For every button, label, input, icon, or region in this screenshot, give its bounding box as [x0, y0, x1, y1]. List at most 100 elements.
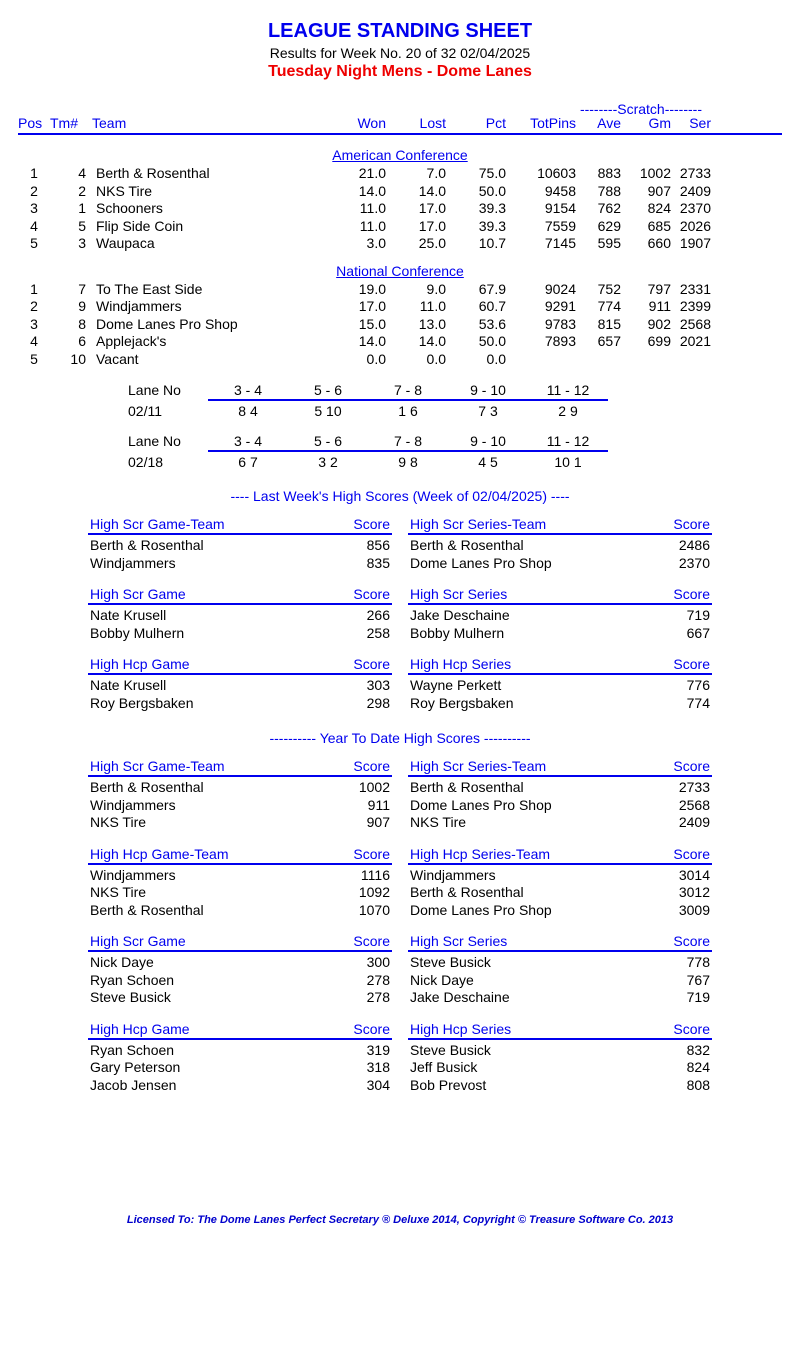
lane-pair: 3 - 4: [208, 433, 288, 449]
score-value: 2486: [679, 537, 710, 555]
cell-pos: 4: [18, 218, 50, 236]
score-row: Ryan Schoen278: [88, 972, 392, 990]
cell-ser: 2733: [671, 165, 711, 183]
standings-row: 53Waupaca3.025.010.771455956601907: [18, 235, 782, 253]
score-row: Jake Deschaine719: [408, 989, 712, 1007]
score-head: High Hcp GameScore: [88, 1021, 392, 1040]
score-head: High Hcp Game-TeamScore: [88, 846, 392, 865]
score-row: Roy Bergsbaken774: [408, 695, 712, 713]
cell-tm: 3: [50, 235, 86, 253]
score-name: Steve Busick: [410, 1042, 491, 1060]
col-totpins: TotPins: [506, 115, 576, 131]
cell-won: 11.0: [326, 218, 386, 236]
score-head: High Scr Game-TeamScore: [88, 516, 392, 535]
cell-ave: 883: [576, 165, 621, 183]
standings-row: 17To The East Side19.09.067.990247527972…: [18, 281, 782, 299]
score-value: 776: [687, 677, 710, 695]
score-column: High Hcp Series-Team Score Windjammers3014…: [408, 846, 712, 920]
page-title: LEAGUE STANDING SHEET: [18, 20, 782, 43]
lane-assign: 2 9: [528, 403, 608, 419]
score-row: Windjammers1116: [88, 867, 392, 885]
score-value: 258: [367, 625, 390, 643]
score-value: 298: [367, 695, 390, 713]
cell-ave: 762: [576, 200, 621, 218]
cell-lost: 9.0: [386, 281, 446, 299]
score-column: High Scr GameScoreNate Krusell266Bobby M…: [88, 586, 392, 642]
col-ave: Ave: [576, 115, 621, 131]
cell-totpins: 7145: [506, 235, 576, 253]
cell-gm: 699: [621, 333, 671, 351]
cell-totpins: 7893: [506, 333, 576, 351]
score-row: Windjammers835: [88, 555, 392, 573]
cell-lost: 17.0: [386, 218, 446, 236]
score-head-label: High Scr Game-Team: [90, 516, 225, 532]
score-column: High Scr Game-TeamScoreBerth & Rosenthal…: [88, 516, 392, 572]
score-name: Jeff Busick: [410, 1059, 477, 1077]
cell-pos: 2: [18, 298, 50, 316]
score-head-label: High Scr Series: [410, 586, 507, 602]
score-name: Berth & Rosenthal: [410, 884, 524, 902]
score-value: 911: [368, 797, 390, 815]
lane-date: 02/11: [128, 403, 208, 419]
lane-pair: 7 - 8: [368, 382, 448, 398]
score-value: 319: [367, 1042, 390, 1060]
cell-totpins: 10603: [506, 165, 576, 183]
col-ser: Ser: [671, 115, 711, 131]
cell-tm: 9: [50, 298, 86, 316]
cell-won: 17.0: [326, 298, 386, 316]
lane-assign: 9 8: [368, 454, 448, 470]
score-head-score: Score: [673, 846, 710, 862]
score-head: High Scr GameScore: [88, 586, 392, 605]
results-subtitle: Results for Week No. 20 of 32 02/04/2025: [18, 45, 782, 61]
score-head-score: Score: [353, 846, 390, 862]
lane-underline: [208, 450, 608, 452]
cell-tm: 5: [50, 218, 86, 236]
cell-team: Flip Side Coin: [86, 218, 326, 236]
standings-row: 29Windjammers17.011.060.792917749112399: [18, 298, 782, 316]
score-head-label: High Scr Game: [90, 586, 186, 602]
cell-pos: 2: [18, 183, 50, 201]
score-column: High Scr SeriesScoreJake Deschaine719Bob…: [408, 586, 712, 642]
lane-label: Lane No: [128, 433, 208, 449]
standings-header-row: Pos Tm# Team Won Lost Pct TotPins Ave Gm…: [18, 115, 782, 135]
cell-won: 15.0: [326, 316, 386, 334]
cell-lost: 7.0: [386, 165, 446, 183]
cell-won: 14.0: [326, 333, 386, 351]
score-row: NKS Tire907: [88, 814, 392, 832]
score-name: Windjammers: [90, 867, 176, 885]
score-row: Windjammers3014: [408, 867, 712, 885]
score-name: Nick Daye: [410, 972, 474, 990]
cell-lost: 17.0: [386, 200, 446, 218]
lane-date: 02/18: [128, 454, 208, 470]
score-value: 856: [367, 537, 390, 555]
cell-pct: 39.3: [446, 218, 506, 236]
conference-name: American Conference: [18, 147, 782, 163]
score-row: Bob Prevost808: [408, 1077, 712, 1095]
score-name: Roy Bergsbaken: [90, 695, 194, 713]
cell-tm: 4: [50, 165, 86, 183]
score-row: Roy Bergsbaken 298: [88, 695, 392, 713]
cell-pos: 3: [18, 200, 50, 218]
cell-totpins: [506, 351, 576, 369]
cell-pos: 5: [18, 351, 50, 369]
standings-row: 510Vacant0.00.00.0: [18, 351, 782, 369]
score-head: High Hcp SeriesScore: [408, 656, 712, 675]
standings-row: 46Applejack's14.014.050.078936576992021: [18, 333, 782, 351]
cell-team: Vacant: [86, 351, 326, 369]
cell-tm: 2: [50, 183, 86, 201]
conference-name: National Conference: [18, 263, 782, 279]
score-name: Gary Peterson: [90, 1059, 180, 1077]
lane-assign: 4 5: [448, 454, 528, 470]
score-row: Bobby Mulhern258: [88, 625, 392, 643]
col-gm: Gm: [621, 115, 671, 131]
standings-row: 31Schooners11.017.039.391547628242370: [18, 200, 782, 218]
lane-pair: 9 - 10: [448, 433, 528, 449]
score-column: High Hcp Game-TeamScoreWindjammers1116NK…: [88, 846, 392, 920]
col-tm: Tm#: [50, 115, 86, 131]
lane-pair: 11 - 12: [528, 433, 608, 449]
cell-lost: 25.0: [386, 235, 446, 253]
score-head: High Scr Game-TeamScore: [88, 758, 392, 777]
cell-team: To The East Side: [86, 281, 326, 299]
cell-ser: 2370: [671, 200, 711, 218]
score-head-label: High Hcp Series-Team: [410, 846, 550, 862]
